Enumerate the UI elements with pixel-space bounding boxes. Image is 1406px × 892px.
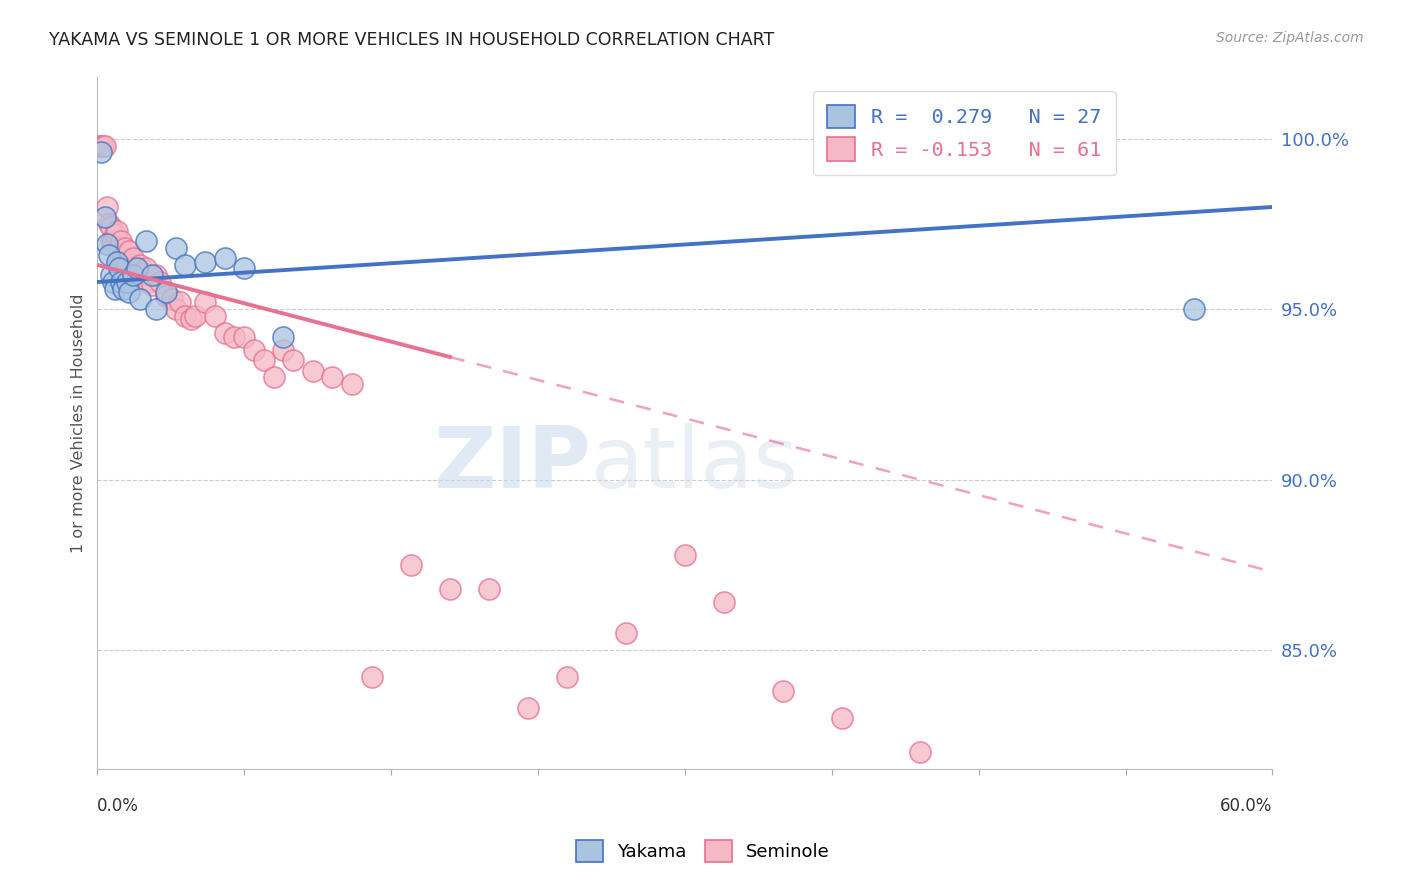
- Point: [108, 241, 131, 255]
- Point: [283, 353, 305, 368]
- Point: [129, 292, 152, 306]
- Legend: Yakama, Seminole: Yakama, Seminole: [568, 833, 838, 870]
- Text: 60.0%: 60.0%: [1220, 797, 1272, 814]
- Point: [908, 746, 931, 760]
- Point: [136, 275, 159, 289]
- Point: [141, 268, 163, 282]
- Point: [1182, 302, 1205, 317]
- Point: [135, 234, 157, 248]
- Text: Source: ZipAtlas.com: Source: ZipAtlas.com: [1216, 31, 1364, 45]
- Point: [98, 248, 121, 262]
- Point: [110, 275, 132, 289]
- Point: [340, 377, 363, 392]
- Point: [614, 626, 637, 640]
- Point: [100, 234, 122, 248]
- Point: [96, 237, 118, 252]
- Point: [96, 200, 118, 214]
- Point: [94, 138, 117, 153]
- Point: [772, 684, 794, 698]
- Point: [89, 138, 111, 153]
- Point: [233, 261, 256, 276]
- Point: [118, 285, 141, 300]
- Point: [174, 258, 197, 272]
- Legend: R =  0.279   N = 27, R = -0.153   N = 61: R = 0.279 N = 27, R = -0.153 N = 61: [813, 91, 1115, 175]
- Point: [169, 295, 191, 310]
- Point: [121, 251, 143, 265]
- Point: [321, 370, 343, 384]
- Point: [90, 138, 112, 153]
- Point: [253, 353, 276, 368]
- Point: [125, 268, 148, 282]
- Point: [155, 285, 177, 300]
- Point: [160, 292, 183, 306]
- Point: [673, 548, 696, 562]
- Point: [114, 241, 136, 255]
- Point: [91, 138, 114, 153]
- Point: [105, 224, 128, 238]
- Point: [165, 241, 187, 255]
- Point: [194, 295, 217, 310]
- Point: [233, 329, 256, 343]
- Point: [110, 234, 132, 248]
- Point: [165, 302, 187, 317]
- Point: [478, 582, 501, 596]
- Point: [124, 265, 146, 279]
- Point: [104, 227, 127, 242]
- Point: [557, 670, 579, 684]
- Point: [399, 558, 422, 572]
- Point: [204, 309, 226, 323]
- Point: [273, 343, 295, 358]
- Point: [129, 258, 152, 272]
- Point: [263, 370, 285, 384]
- Point: [214, 251, 236, 265]
- Point: [194, 254, 217, 268]
- Point: [214, 326, 236, 340]
- Point: [121, 268, 143, 282]
- Point: [145, 268, 167, 282]
- Text: YAKAMA VS SEMINOLE 1 OR MORE VEHICLES IN HOUSEHOLD CORRELATION CHART: YAKAMA VS SEMINOLE 1 OR MORE VEHICLES IN…: [49, 31, 775, 49]
- Point: [115, 258, 138, 272]
- Text: ZIP: ZIP: [433, 424, 591, 507]
- Point: [149, 275, 172, 289]
- Point: [174, 309, 197, 323]
- Point: [360, 670, 382, 684]
- Point: [224, 329, 246, 343]
- Point: [155, 288, 177, 302]
- Point: [184, 309, 207, 323]
- Point: [145, 302, 167, 317]
- Point: [111, 251, 134, 265]
- Point: [517, 701, 540, 715]
- Point: [125, 261, 148, 276]
- Point: [101, 275, 124, 289]
- Point: [243, 343, 266, 358]
- Point: [94, 211, 117, 225]
- Point: [120, 261, 142, 276]
- Point: [110, 251, 132, 265]
- Point: [100, 268, 122, 282]
- Text: atlas: atlas: [591, 424, 799, 507]
- Point: [831, 711, 853, 725]
- Point: [713, 595, 735, 609]
- Point: [134, 268, 156, 282]
- Point: [115, 275, 138, 289]
- Point: [111, 282, 134, 296]
- Point: [98, 217, 121, 231]
- Point: [273, 329, 295, 343]
- Point: [118, 244, 141, 259]
- Text: 0.0%: 0.0%: [97, 797, 139, 814]
- Point: [104, 282, 127, 296]
- Point: [100, 220, 122, 235]
- Point: [90, 145, 112, 160]
- Point: [135, 261, 157, 276]
- Point: [301, 363, 323, 377]
- Point: [105, 254, 128, 268]
- Y-axis label: 1 or more Vehicles in Household: 1 or more Vehicles in Household: [72, 293, 86, 553]
- Point: [439, 582, 461, 596]
- Point: [108, 261, 131, 276]
- Point: [101, 234, 124, 248]
- Point: [180, 312, 202, 326]
- Point: [141, 278, 163, 293]
